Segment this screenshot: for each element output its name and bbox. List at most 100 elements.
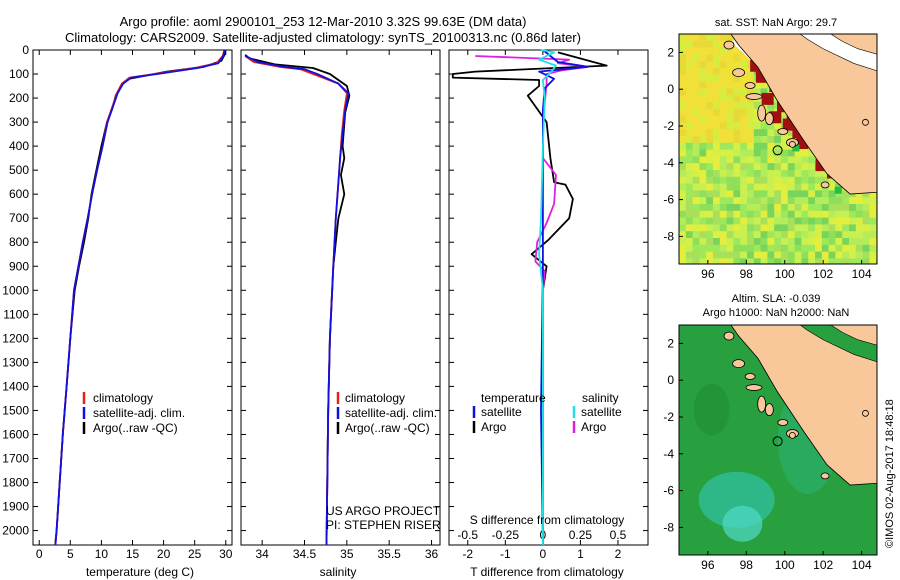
y-tick-label: -6 [663,484,674,498]
sst-cell [821,231,830,239]
y-tick-label: -8 [663,520,674,534]
sst-cell [794,204,802,212]
sst-cell [719,156,728,164]
land-sumatra [679,325,877,486]
sst-cell [726,224,734,232]
sst-cell [726,61,734,69]
sst-cell [801,176,809,185]
sst-cell [699,224,707,232]
sst-cell [781,176,789,185]
sst-cell [740,170,748,178]
island [757,104,767,122]
x-tick-label: 5 [67,547,74,561]
sst-cell [679,197,687,205]
sst-cell [733,204,741,212]
sst-cell [794,170,802,178]
sst-cell [740,108,748,117]
sst-cell [733,251,741,259]
sst-cell [747,88,755,96]
sst-cell [719,238,728,246]
sst-cell [781,231,789,239]
sst-cell [692,251,700,259]
sst-cell [719,74,728,83]
sst-cell [849,204,857,212]
sst-cell [753,231,762,239]
sst-cell [808,238,816,246]
sst-cell [733,95,741,103]
sst-cell [740,54,748,62]
sst-cell [835,210,843,219]
sst-cell [842,231,850,239]
sst-cell [706,251,714,259]
sst-cell [692,149,700,157]
sst-cell [706,40,714,49]
sst-cell [774,149,782,157]
sst-cell [699,129,707,137]
sst-cell [747,142,755,151]
sst-cell [685,108,694,117]
temperature-xlabel: temperature (deg C) [86,565,194,579]
sst-map-title: sat. SST: NaN Argo: 29.7 [715,17,837,29]
sst-cell [740,190,748,198]
sst-cell [719,210,728,219]
sst-cell [685,258,694,264]
sst-cell [747,170,755,178]
x-tick-label: 0 [540,547,547,561]
sst-cell [787,190,796,198]
sst-cell [849,224,857,232]
sst-cell [849,251,857,259]
sst-cell [781,163,789,171]
sst-cell [719,142,728,151]
x-top-tick-label: 0.5 [610,528,627,542]
sst-cell [692,231,700,239]
island [777,419,789,426]
sst-cell [767,163,775,171]
sst-cell [685,61,694,69]
sst-cell [815,183,823,191]
sst-cell [760,163,768,171]
sst-cell [706,238,714,246]
y-tick-label: 1700 [2,451,29,465]
sst-cell [733,88,741,96]
sst-cell [855,217,864,225]
sst-cell [719,163,728,171]
sst-cell [692,74,700,83]
sst-cell [699,136,707,144]
y-tick-label: 300 [9,115,29,129]
sst-cell [767,244,775,253]
sst-cell [767,197,775,205]
sst-cell [692,217,700,225]
sst-cell [774,238,782,246]
sst-cell [706,149,714,157]
series-line-satellite-adj-clim- [54,49,226,546]
sst-cell [699,258,707,264]
island [732,68,745,78]
sst-cell [706,183,714,191]
sst-cell [713,183,721,191]
sst-cell [679,54,687,62]
sst-cell [787,251,796,259]
x-tick-label: 36 [425,547,439,561]
sst-cell [753,129,762,137]
sst-cell [808,149,816,157]
sst-cell [699,34,707,42]
x-tick-label: 15 [126,547,140,561]
sst-cell [692,115,700,123]
sst-cell [767,122,775,130]
sst-cell [760,149,768,157]
sst-cell [760,231,768,239]
sla-map-title-2: Argo h1000: NaN h2000: NaN [703,307,850,319]
sst-cell [760,122,768,130]
sst-cell [753,136,762,144]
sst-cell [787,170,796,178]
sst-cell [842,251,850,259]
sst-cell [760,176,768,185]
sst-cell [747,122,755,130]
sst-cell [855,197,864,205]
sst-cell [679,224,687,232]
x-tick-label: 35.5 [378,547,402,561]
sst-cell [801,170,809,178]
sst-cell [828,238,836,246]
y-tick-label: 1000 [2,283,29,297]
sst-cell [862,190,870,198]
